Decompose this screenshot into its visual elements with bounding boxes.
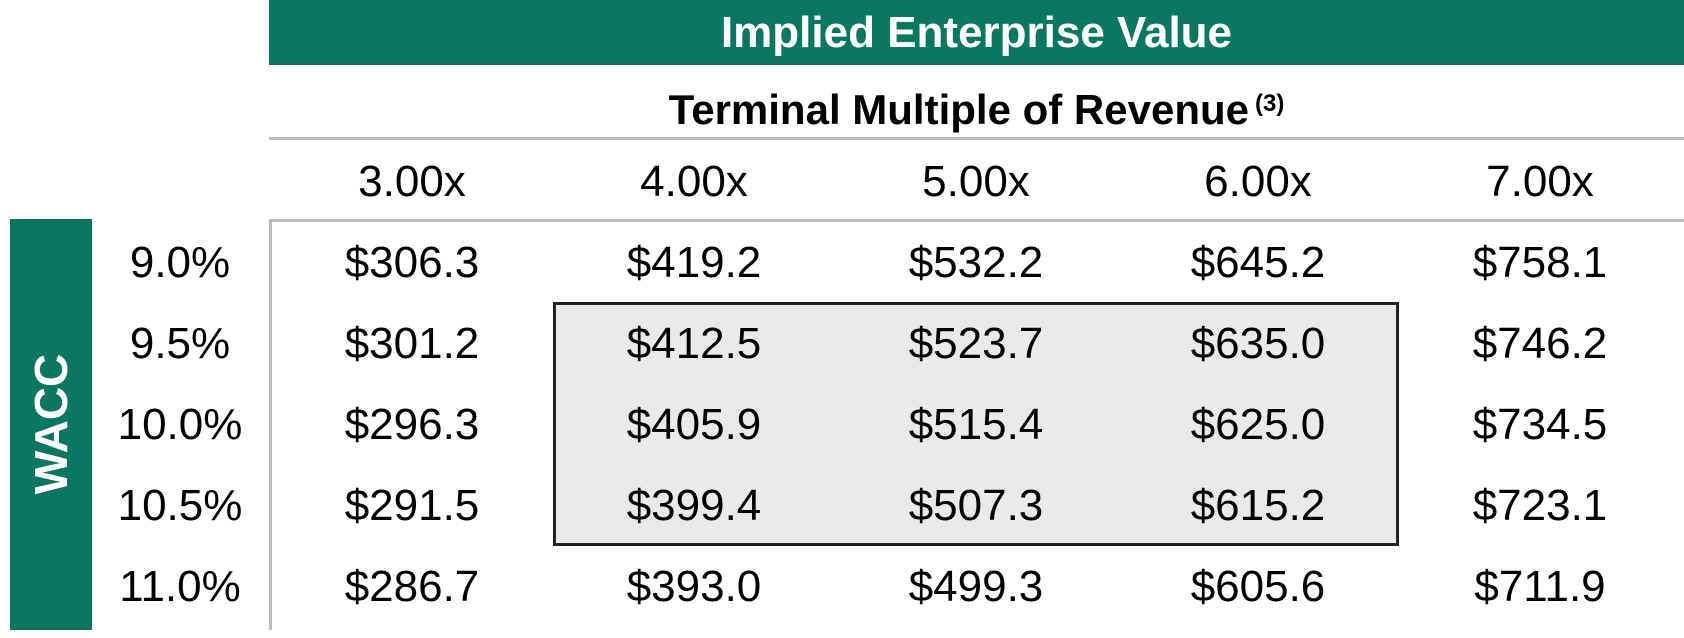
header-rule bbox=[269, 137, 1684, 140]
subtitle-footnote: (3) bbox=[1254, 90, 1285, 117]
row-label-wacc: 10.0% bbox=[117, 400, 243, 449]
table-cell: $515.4 bbox=[908, 400, 1044, 449]
table-cell: $399.4 bbox=[626, 481, 762, 530]
table-cell: $306.3 bbox=[344, 238, 480, 287]
table-cell: $746.2 bbox=[1472, 319, 1608, 368]
table-title-banner: Implied Enterprise Value bbox=[269, 0, 1684, 65]
table-cell: $419.2 bbox=[626, 238, 762, 287]
table-cell: $523.7 bbox=[908, 319, 1044, 368]
wacc-axis-label: WACC bbox=[25, 353, 77, 495]
table-cell: $286.7 bbox=[344, 562, 480, 611]
table-cell: $301.2 bbox=[344, 319, 480, 368]
column-header-3: 6.00x bbox=[1204, 157, 1312, 206]
subtitle-text: Terminal Multiple of Revenue bbox=[668, 86, 1249, 133]
table-cell: $645.2 bbox=[1190, 238, 1326, 287]
table-cell: $291.5 bbox=[344, 481, 480, 530]
column-header-rule bbox=[272, 219, 1684, 222]
table-cell: $711.9 bbox=[1474, 562, 1606, 611]
table-cell: $734.5 bbox=[1472, 400, 1608, 449]
row-label-wacc: 9.0% bbox=[129, 238, 231, 287]
table-cell: $499.3 bbox=[908, 562, 1044, 611]
table-cell: $635.0 bbox=[1190, 319, 1326, 368]
table-cell: $507.3 bbox=[908, 481, 1044, 530]
column-header-4: 7.00x bbox=[1486, 157, 1594, 206]
row-label-wacc: 10.5% bbox=[117, 481, 243, 530]
table-cell: $605.6 bbox=[1190, 562, 1326, 611]
base-case-highlight-box bbox=[553, 302, 1399, 546]
row-label-wacc: 11.0% bbox=[119, 562, 241, 611]
column-header-0: 3.00x bbox=[358, 157, 466, 206]
row-label-wacc: 9.5% bbox=[129, 319, 231, 368]
table-cell: $723.1 bbox=[1472, 481, 1608, 530]
table-cell: $412.5 bbox=[626, 319, 762, 368]
column-header-1: 4.00x bbox=[640, 157, 748, 206]
table-subtitle: Terminal Multiple of Revenue (3) bbox=[269, 82, 1684, 138]
table-cell: $405.9 bbox=[626, 400, 762, 449]
table-cell: $393.0 bbox=[626, 562, 762, 611]
table-cell: $625.0 bbox=[1190, 400, 1326, 449]
column-header-2: 5.00x bbox=[922, 157, 1030, 206]
row-label-rule bbox=[269, 219, 272, 630]
wacc-axis-bar bbox=[10, 219, 92, 630]
table-cell: $296.3 bbox=[344, 400, 480, 449]
table-cell: $758.1 bbox=[1472, 238, 1608, 287]
table-cell: $532.2 bbox=[908, 238, 1044, 287]
table-title: Implied Enterprise Value bbox=[720, 7, 1233, 57]
table-cell: $615.2 bbox=[1190, 481, 1326, 530]
